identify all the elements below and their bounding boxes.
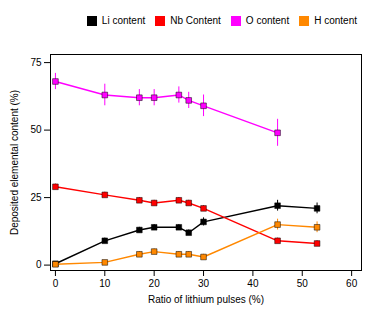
- svg-text:Ratio of lithium pulses (%): Ratio of lithium pulses (%): [148, 294, 264, 305]
- svg-text:75: 75: [30, 57, 42, 68]
- svg-text:60: 60: [346, 278, 358, 289]
- svg-text:50: 50: [30, 124, 42, 135]
- svg-text:50: 50: [297, 278, 309, 289]
- svg-text:0: 0: [53, 278, 59, 289]
- svg-text:40: 40: [247, 278, 259, 289]
- svg-text:Deposited elemental content (%: Deposited elemental content (%): [9, 90, 20, 235]
- html-text:Li content: Li content: [101, 15, 146, 26]
- svg-text:30: 30: [198, 278, 210, 289]
- svg-text:25: 25: [30, 192, 42, 203]
- svg-text:20: 20: [149, 278, 161, 289]
- html-text:O content: O content: [245, 15, 290, 26]
- svg-text:10: 10: [99, 278, 111, 289]
- html-text:Nb Content: Nb Content: [170, 15, 221, 26]
- html-text:H content: H content: [314, 15, 357, 26]
- svg-text:0: 0: [36, 259, 42, 270]
